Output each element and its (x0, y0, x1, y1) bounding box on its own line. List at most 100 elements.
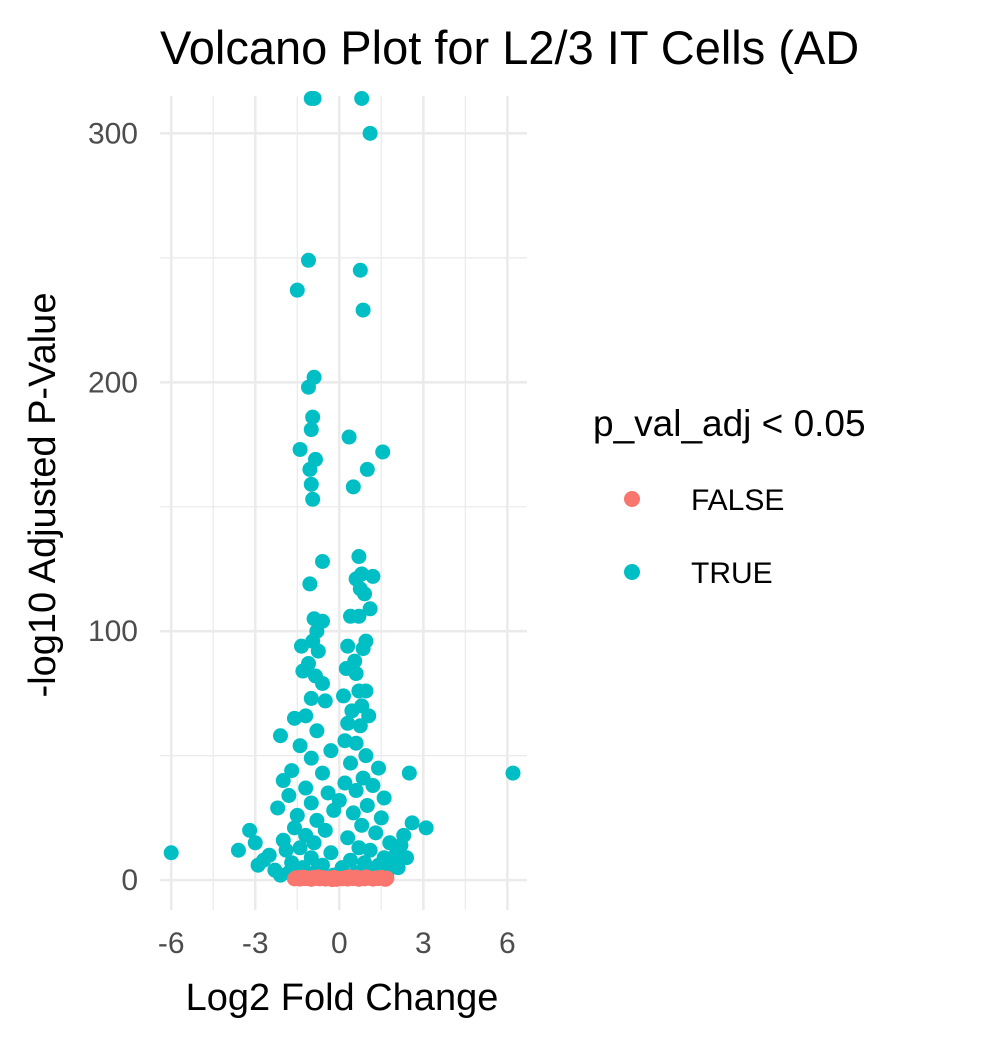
x-tick-label: 0 (331, 927, 348, 960)
data-point-true (305, 409, 321, 425)
data-point-true (341, 429, 357, 445)
data-point-true (286, 710, 302, 726)
data-point-true (351, 608, 367, 624)
data-point-true (361, 708, 377, 724)
data-point-true (275, 773, 291, 789)
data-point-true (351, 840, 367, 856)
data-point-true (326, 802, 342, 818)
data-point-true (306, 90, 322, 106)
x-tick-label: -3 (242, 927, 269, 960)
data-point-true (163, 845, 179, 861)
legend-label-true: TRUE (691, 557, 773, 590)
data-point-true (278, 842, 294, 858)
data-point-true (354, 90, 370, 106)
legend: p_val_adj < 0.05 FALSE TRUE (593, 403, 866, 590)
data-point-true (359, 797, 375, 813)
data-point-true (399, 850, 415, 866)
data-point-true (295, 663, 311, 679)
data-point-true (362, 125, 378, 141)
data-point-true (270, 800, 286, 816)
data-point-true (309, 723, 325, 739)
y-tick-label: 200 (88, 366, 138, 399)
data-point-true (359, 461, 375, 477)
data-point-true (340, 715, 356, 731)
data-point-true (272, 728, 288, 744)
data-point-true (247, 835, 263, 851)
data-point-true (303, 476, 319, 492)
data-point-true (362, 601, 378, 617)
data-point-true (314, 675, 330, 691)
data-point-true (298, 780, 314, 796)
x-axis-title: Log2 Fold Change (186, 977, 499, 1019)
data-point-true (382, 835, 398, 851)
data-point-true (303, 422, 319, 438)
y-tick-label: 300 (88, 117, 138, 150)
legend-entries: FALSE TRUE (624, 484, 784, 590)
data-point-true (505, 765, 521, 781)
data-point-true (298, 708, 314, 724)
data-point-true (371, 760, 387, 776)
data-point-true (375, 444, 391, 460)
data-point-true (317, 693, 333, 709)
axes: -6 -3 0 3 6 0 100 200 300 (88, 117, 516, 960)
data-point-true (336, 688, 351, 704)
data-point-true (358, 748, 374, 764)
data-point-true (292, 738, 308, 754)
data-point-true (300, 252, 316, 268)
x-tick-label: -6 (158, 927, 185, 960)
data-point-true (306, 835, 322, 851)
legend-key-true (624, 564, 640, 580)
data-point-true (250, 857, 266, 873)
data-point-true (289, 807, 305, 823)
data-point-false (288, 870, 304, 886)
data-point-true (357, 586, 373, 602)
data-point-true (340, 638, 356, 654)
data-point-true (376, 790, 392, 806)
data-point-true (352, 262, 368, 278)
data-point-true (365, 778, 381, 794)
data-point-true (345, 479, 361, 495)
data-point-true (368, 825, 384, 841)
data-point-true (303, 690, 319, 706)
data-point-true (314, 553, 330, 569)
data-point-true (303, 850, 319, 866)
legend-label-false: FALSE (691, 484, 784, 517)
data-point-false (310, 869, 326, 885)
data-points (163, 90, 521, 888)
data-point-true (292, 441, 308, 457)
data-point-true (418, 820, 434, 836)
data-point-true (348, 783, 364, 799)
data-point-true (317, 822, 333, 838)
y-tick-label: 0 (121, 864, 138, 897)
data-point-true (390, 860, 406, 876)
data-point-true (354, 817, 370, 833)
x-tick-label: 6 (499, 927, 516, 960)
data-point-true (289, 282, 305, 298)
data-point-true (340, 830, 356, 846)
data-point-true (242, 822, 258, 838)
data-point-true (323, 743, 339, 759)
data-point-true (281, 787, 297, 803)
data-point-true (404, 815, 420, 831)
data-point-true (352, 718, 368, 734)
data-point-true (373, 810, 389, 826)
data-point-true (323, 845, 339, 861)
data-point-true (362, 842, 378, 858)
data-point-true (302, 576, 318, 592)
data-point-true (365, 568, 381, 584)
data-point-true (293, 638, 309, 654)
data-point-true (348, 735, 364, 751)
data-point-true (343, 755, 359, 771)
data-point-true (310, 643, 326, 659)
data-point-true (355, 302, 371, 318)
data-point-false (358, 869, 374, 885)
data-point-true (309, 812, 325, 828)
data-point-true (345, 805, 361, 821)
data-point-true (348, 666, 364, 682)
data-point-false (378, 871, 394, 887)
y-axis-title: -log10 Adjusted P-Value (22, 293, 64, 698)
data-point-false (341, 869, 357, 885)
y-tick-label: 100 (88, 615, 138, 648)
data-point-true (320, 785, 336, 801)
